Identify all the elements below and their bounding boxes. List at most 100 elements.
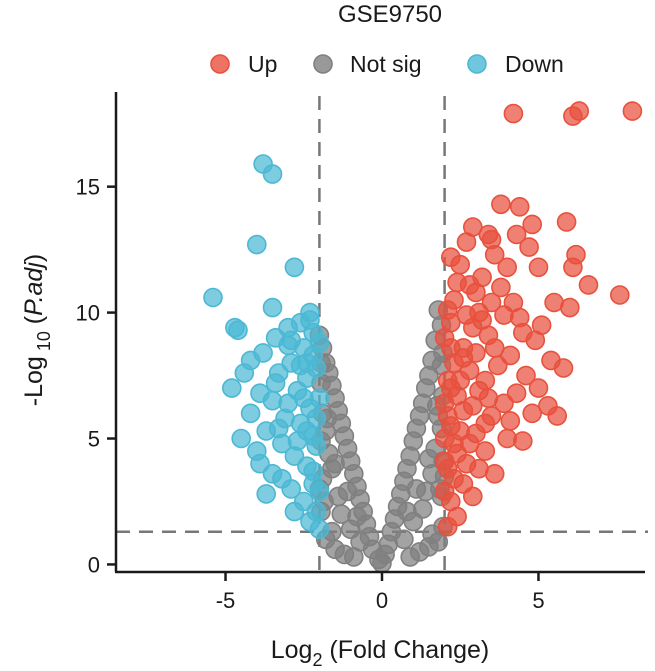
- point-up-3: [503, 103, 524, 124]
- point-up-61: [437, 516, 458, 537]
- point-up-87: [512, 431, 533, 451]
- point-down-11: [228, 320, 248, 341]
- point-down-43: [306, 436, 327, 456]
- point-down-62: [309, 481, 330, 502]
- point-up-76: [444, 468, 464, 489]
- point-up-93: [578, 275, 599, 295]
- x-axis-title: Log2 (Fold Change): [271, 636, 489, 670]
- point-down-51: [284, 501, 305, 522]
- point-down-5: [262, 297, 283, 318]
- point-down-57: [268, 418, 289, 439]
- point-up-96: [440, 378, 461, 398]
- point-up-99: [444, 290, 464, 310]
- point-up-0: [622, 101, 643, 121]
- point-up-68: [475, 370, 496, 391]
- point-down-54: [250, 453, 270, 474]
- point-down-4: [203, 287, 223, 308]
- point-up-13: [563, 257, 583, 278]
- point-down-26: [240, 403, 261, 424]
- point-up-37: [487, 355, 508, 376]
- legend-label-not-sig: Not sig: [350, 51, 422, 77]
- y-axis-title-suffix: ): [20, 254, 48, 262]
- point-down-64: [297, 353, 317, 373]
- point-up-5: [509, 197, 530, 217]
- point-not-sig-74: [422, 524, 442, 545]
- point-down-3: [284, 257, 305, 278]
- point-up-79: [434, 327, 455, 348]
- point-up-40: [528, 378, 549, 398]
- point-up-69: [484, 338, 505, 358]
- point-up-72: [456, 232, 477, 252]
- point-up-15: [528, 257, 549, 278]
- x-axis-ticks: -5 0 5: [216, 572, 545, 613]
- point-not-sig-57: [400, 547, 421, 567]
- chart-title: GSE9750: [338, 1, 442, 28]
- point-up-22: [559, 297, 580, 318]
- point-down-55: [303, 461, 324, 482]
- point-up-46: [522, 403, 543, 424]
- x-axis-title-prefix: Log: [271, 636, 313, 664]
- point-not-sig-38: [372, 553, 392, 574]
- threshold-lines: [116, 96, 648, 572]
- point-down-63: [278, 335, 298, 356]
- series-down: [203, 154, 330, 540]
- point-down-61: [306, 408, 327, 429]
- x-tick-label-1: 0: [376, 588, 388, 613]
- y-tick-label-1: 5: [88, 427, 100, 452]
- point-down-38: [256, 484, 277, 504]
- y-axis-ticks: 0 5 10 15: [76, 175, 116, 577]
- point-down-2: [246, 234, 267, 255]
- point-up-8: [506, 224, 527, 245]
- point-up-92: [440, 247, 461, 268]
- y-axis-title-prefix: -Log: [20, 356, 48, 406]
- point-down-52: [272, 468, 292, 489]
- x-axis-title-suffix: (Fold Change): [322, 636, 489, 664]
- point-up-88: [434, 451, 455, 472]
- point-not-sig-79: [347, 506, 367, 527]
- point-down-21: [222, 378, 242, 398]
- point-up-74: [553, 358, 574, 378]
- point-up-73: [503, 292, 524, 313]
- point-up-94: [437, 406, 458, 426]
- point-up-52: [547, 406, 568, 426]
- point-up-75: [475, 413, 496, 434]
- point-down-60: [309, 332, 330, 353]
- point-up-83: [484, 463, 505, 484]
- point-not-sig-71: [350, 531, 370, 552]
- point-down-53: [231, 428, 251, 449]
- legend-swatch-up: [210, 54, 230, 74]
- point-up-95: [434, 428, 455, 449]
- point-up-49: [500, 411, 521, 431]
- y-axis-title: -Log 10 (P.adj): [20, 254, 54, 406]
- point-up-90: [481, 229, 502, 250]
- data-points: [203, 101, 643, 574]
- point-not-sig-70: [394, 529, 414, 550]
- point-not-sig-77: [337, 481, 358, 502]
- point-up-98: [472, 310, 492, 330]
- point-up-20: [609, 285, 630, 305]
- series-up: [434, 101, 643, 537]
- point-up-55: [475, 441, 496, 461]
- plot-area: [116, 96, 648, 574]
- point-up-41: [506, 383, 527, 404]
- y-tick-label-0: 0: [88, 552, 100, 577]
- x-axis-title-subscript: 2: [312, 650, 322, 670]
- y-axis-title-middle: (: [20, 315, 48, 331]
- point-up-71: [491, 277, 511, 298]
- point-not-sig-81: [325, 453, 345, 474]
- point-up-70: [512, 322, 533, 343]
- point-up-2: [563, 106, 583, 126]
- legend-swatch-down: [467, 54, 487, 74]
- x-tick-label-0: -5: [216, 588, 236, 613]
- point-not-sig-76: [406, 479, 427, 499]
- legend: Up Not sig Down: [210, 51, 564, 77]
- point-up-86: [478, 388, 499, 409]
- point-up-59: [462, 486, 483, 507]
- point-up-91: [519, 237, 539, 257]
- y-tick-label-2: 10: [76, 301, 100, 326]
- point-up-89: [459, 275, 480, 295]
- point-up-6: [522, 214, 543, 235]
- point-down-42: [309, 519, 330, 540]
- x-tick-label-2: 5: [532, 588, 544, 613]
